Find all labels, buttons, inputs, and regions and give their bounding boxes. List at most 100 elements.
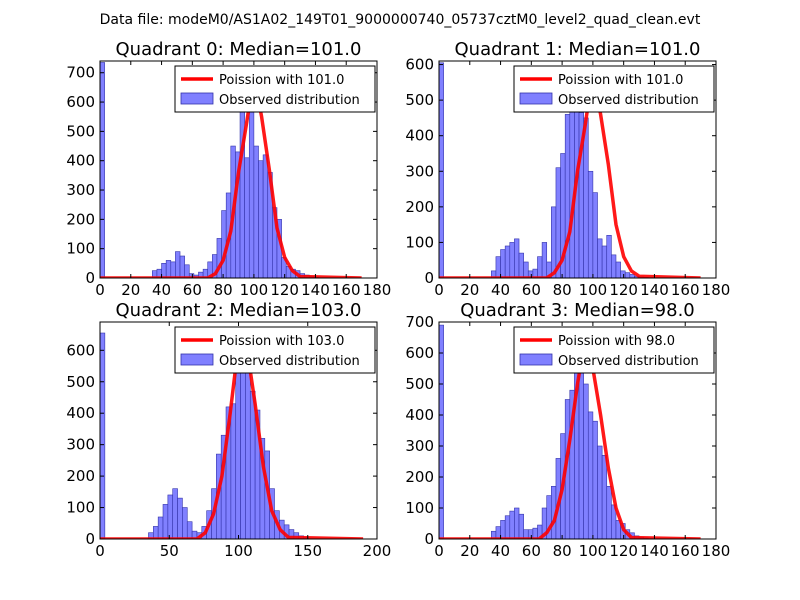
hist-bar (184, 264, 190, 278)
x-tick-label: 120 (270, 281, 299, 299)
y-tick-label: 300 (66, 436, 95, 454)
y-tick-label: 600 (66, 93, 95, 111)
y-tick-label: 700 (405, 313, 434, 331)
hist-bar (611, 254, 617, 278)
legend: Poission with 98.0 Observed distribution (513, 326, 715, 374)
y-tick-label: 0 (424, 530, 434, 548)
hist-bar (537, 256, 543, 278)
legend-label-poisson: Poission with 98.0 (558, 334, 675, 349)
hist-bar (514, 507, 520, 539)
hist-bar (258, 160, 264, 278)
subplot-quadrant-2: 0 50 100 150 200 0 100 200 300 400 500 600 Quadrant … (66, 300, 391, 560)
hist-bar (504, 515, 511, 539)
histogram-bars (439, 62, 654, 278)
subplot-quadrant-1: 0 20 40 60 80 100 120 140 160 1800100200300400500… (405, 39, 730, 299)
subplot-title: Quadrant 2: Median=103.0 (116, 300, 362, 321)
hist-bar (606, 485, 612, 539)
x-tick-label: 50 (160, 542, 179, 560)
subplot-quadrant-3: 0 20 40 60 80 100 120 140 160 1800100200300400500… (405, 300, 730, 560)
legend-label-observed: Observed distribution (558, 354, 699, 369)
hist-bar (500, 249, 506, 278)
x-tick-label: 160 (332, 281, 361, 299)
x-tick-label: 140 (301, 281, 330, 299)
x-tick-label: 80 (553, 281, 572, 299)
hist-bar (245, 372, 251, 539)
y-tick-label: 300 (66, 181, 95, 199)
hist-bar (186, 521, 193, 539)
x-tick-label: 0 (434, 542, 444, 560)
hist-bar (230, 403, 237, 539)
hist-bar (606, 235, 612, 278)
x-tick-label: 20 (460, 542, 479, 560)
x-tick-label: 0 (95, 281, 105, 299)
subplot-title: Quadrant 1: Median=101.0 (455, 39, 701, 60)
x-tick-label: 160 (671, 281, 700, 299)
legend: Poission with 103.0 Observed distribution (174, 326, 376, 374)
hist-bar (509, 510, 515, 539)
x-tick-label: 80 (553, 542, 572, 560)
x-tick-label: 40 (152, 281, 171, 299)
y-tick-label: 100 (66, 240, 95, 258)
y-tick-label: 600 (405, 56, 434, 74)
x-tick-label: 100 (224, 542, 253, 560)
hist-bar (175, 251, 181, 278)
hist-bar (587, 170, 594, 278)
hist-bar (439, 324, 444, 539)
y-tick-label: 100 (405, 233, 434, 251)
hist-bar (523, 261, 529, 278)
hist-bar (518, 513, 524, 539)
hist-bar (583, 383, 589, 539)
y-tick-label: 600 (66, 341, 95, 359)
legend-label-observed: Observed distribution (558, 93, 699, 108)
y-tick-label: 600 (405, 344, 434, 362)
legend-frame (174, 326, 376, 374)
legend-bar-swatch (180, 353, 214, 366)
y-tick-label: 700 (66, 64, 95, 82)
x-tick-label: 140 (640, 542, 669, 560)
y-tick-label: 500 (405, 91, 434, 109)
y-tick-label: 0 (85, 530, 95, 548)
hist-bar (172, 488, 178, 539)
hist-bar (564, 114, 571, 278)
hist-bar (177, 497, 183, 539)
hist-bar (514, 238, 520, 278)
hist-bar (597, 238, 603, 278)
legend: Poission with 101.0 Observed distribution (513, 65, 715, 113)
hist-bar (221, 210, 227, 278)
subplot-title: Quadrant 0: Median=101.0 (116, 39, 362, 60)
y-tick-label: 400 (66, 152, 95, 170)
y-tick-label: 300 (405, 437, 434, 455)
hist-bar (157, 516, 164, 539)
x-tick-label: 100 (579, 542, 608, 560)
x-tick-label: 80 (214, 281, 233, 299)
x-tick-label: 20 (460, 281, 479, 299)
y-tick-label: 200 (405, 468, 434, 486)
legend-bar-swatch (180, 92, 214, 105)
y-tick-label: 300 (405, 162, 434, 180)
hist-bar (248, 95, 255, 278)
x-tick-label: 180 (702, 542, 731, 560)
hist-bar (615, 261, 621, 278)
x-tick-label: 60 (522, 281, 541, 299)
hist-bar (551, 206, 557, 278)
x-tick-label: 120 (609, 281, 638, 299)
x-tick-label: 120 (609, 542, 638, 560)
figure-suptitle: Data file: modeM0/AS1A02_149T01_90000007… (100, 12, 701, 28)
x-tick-label: 0 (95, 542, 105, 560)
x-tick-label: 150 (293, 542, 322, 560)
hist-bar (162, 504, 169, 539)
y-tick-label: 100 (66, 499, 95, 517)
legend-bar-swatch (519, 92, 553, 105)
hist-bar (495, 526, 501, 539)
hist-bar (624, 272, 631, 278)
hist-bar (182, 507, 188, 539)
x-tick-label: 40 (491, 281, 510, 299)
x-tick-label: 180 (702, 281, 731, 299)
axes-frame (99, 60, 378, 279)
hist-bar (601, 454, 608, 539)
x-tick-label: 160 (671, 542, 700, 560)
hist-bar (629, 274, 635, 278)
hist-bar (601, 245, 608, 278)
y-tick-label: 500 (66, 373, 95, 391)
x-tick-label: 100 (579, 281, 608, 299)
